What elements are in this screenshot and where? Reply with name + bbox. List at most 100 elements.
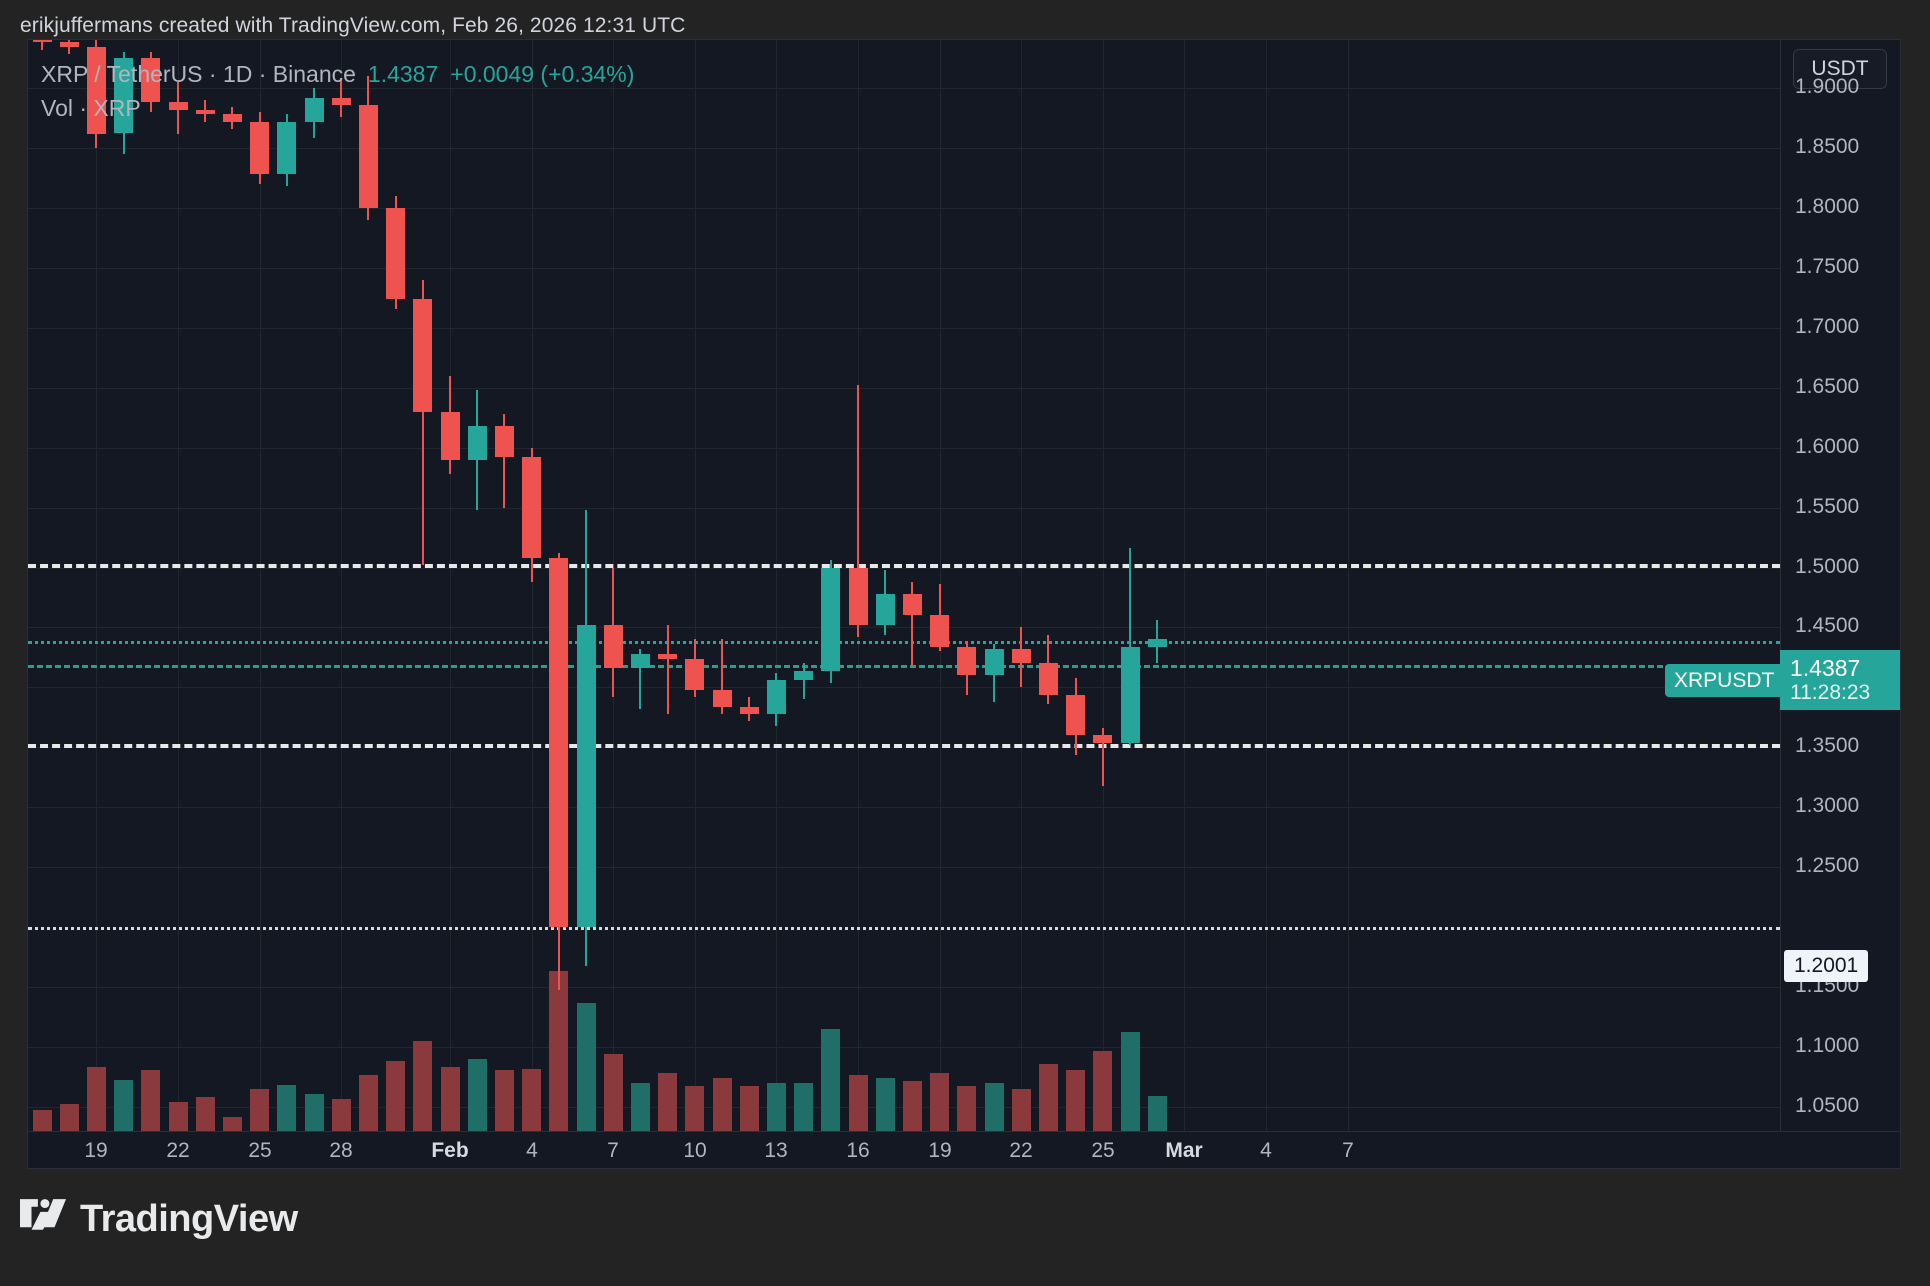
volume-bar [1120,1031,1140,1131]
candle-body [1147,639,1167,647]
volume-bar [304,1094,324,1131]
time-tick-label: Feb [431,1139,469,1162]
price-tick-label: 1.5000 [1795,554,1860,578]
candle-wick [666,625,669,714]
overlay-support[interactable] [28,743,1780,748]
volume-bar [1066,1070,1086,1131]
volume-bar [277,1084,297,1131]
volume-bar [114,1079,134,1131]
candle-wick [41,40,43,50]
candle-body [576,625,596,928]
gridline-vertical [1348,40,1349,1131]
candle-body [1011,649,1031,664]
volume-bar [250,1089,270,1131]
candle-wick [1129,548,1131,745]
overlay-mid-level[interactable] [28,664,1780,668]
candle-wick [639,649,642,709]
legend-last-price: 1.4387 [367,61,439,87]
candle-body [549,557,569,928]
gridline-vertical [695,40,696,1131]
price-tick-label: 1.3500 [1795,734,1860,758]
gridline-horizontal [28,687,1780,689]
volume-bar [630,1083,650,1131]
price-plot-area[interactable]: XRP / TetherUS · 1D · Binance 1.4387 +0.00… [28,40,1780,1131]
volume-bar [195,1097,215,1131]
volume-bar [222,1116,242,1131]
price-tick-label: 1.4500 [1795,614,1860,638]
time-tick-label: 28 [329,1139,353,1162]
candle-body [440,411,460,460]
candle-body [930,615,950,647]
gridline-horizontal [28,1047,1780,1049]
candle-body [1093,735,1113,743]
attribution-text: erikjuffermans created with TradingView.… [20,14,686,37]
candle-wick [857,385,859,638]
volume-bar [32,1110,52,1131]
candle-body [304,97,324,122]
tradingview-wordmark: TradingView [80,1198,298,1240]
volume-bar [685,1086,705,1131]
currency-button[interactable]: USDT [1793,49,1887,89]
volume-bar [984,1083,1004,1131]
candle-body [875,593,895,626]
volume-bar [930,1073,950,1131]
volume-bar [440,1067,460,1131]
gridline-horizontal [28,867,1780,869]
symbol-price-tag: XRPUSDT [1665,664,1784,697]
time-tick-label: 4 [526,1139,538,1162]
time-tick-label: 7 [607,1139,619,1162]
gridline-vertical [1021,40,1022,1131]
candle-wick [340,78,343,117]
volume-bar [739,1086,759,1131]
candle-body [358,104,378,208]
time-tick-label: 22 [1009,1139,1033,1162]
price-tick-label: 1.7000 [1795,314,1860,338]
gridline-vertical [178,40,179,1131]
candle-body [522,457,542,558]
candle-body [467,426,487,460]
volume-bar [957,1086,977,1131]
volume-bar [875,1078,895,1131]
time-tick-label: 22 [166,1139,190,1162]
candle-wick [503,414,506,508]
price-tick-label: 1.6000 [1795,434,1860,458]
overlay-alert-level[interactable] [28,927,1780,931]
candle-wick [802,663,805,700]
alert-price-label: 1.2001 [1784,950,1869,983]
volume-bar [1038,1063,1058,1131]
volume-bar [413,1041,433,1131]
volume-bar [358,1075,378,1131]
candle-body [277,121,297,175]
candle-body [250,121,270,175]
candle-body [331,97,351,105]
candle-body [984,649,1004,676]
gridline-horizontal [28,567,1780,569]
candle-body [59,42,79,48]
legend-change: +0.0049 (+0.34%) [450,61,635,87]
volume-bar [522,1068,542,1131]
time-axis[interactable]: 19 22 25 28 Feb 4 7 10 13 16 19 22 25 Mar 4 7 [28,1131,1900,1168]
gridline-horizontal [28,87,1780,89]
candle-body [685,658,705,690]
overlay-resistance[interactable] [28,563,1780,568]
bar-countdown: 11:28:23 [1790,681,1871,704]
candle-body [658,653,678,659]
candle-body [630,653,650,669]
gridline-vertical [1266,40,1267,1131]
candle-wick [911,581,914,666]
gridline-horizontal [28,327,1780,329]
time-tick-label: 4 [1260,1139,1272,1162]
price-tick-label: 1.8000 [1795,194,1860,218]
overlay-current-price[interactable] [28,641,1780,644]
candle-body [712,689,732,707]
candle-body [168,102,188,110]
gridline-horizontal [28,447,1780,449]
candle-body [494,426,514,458]
candle-wick [1101,728,1104,786]
gridline-vertical [532,40,533,1131]
candle-body [195,109,215,115]
candle-body [1038,663,1058,695]
current-price-value: 1.4387 [1790,655,1861,681]
candle-body [739,706,759,714]
